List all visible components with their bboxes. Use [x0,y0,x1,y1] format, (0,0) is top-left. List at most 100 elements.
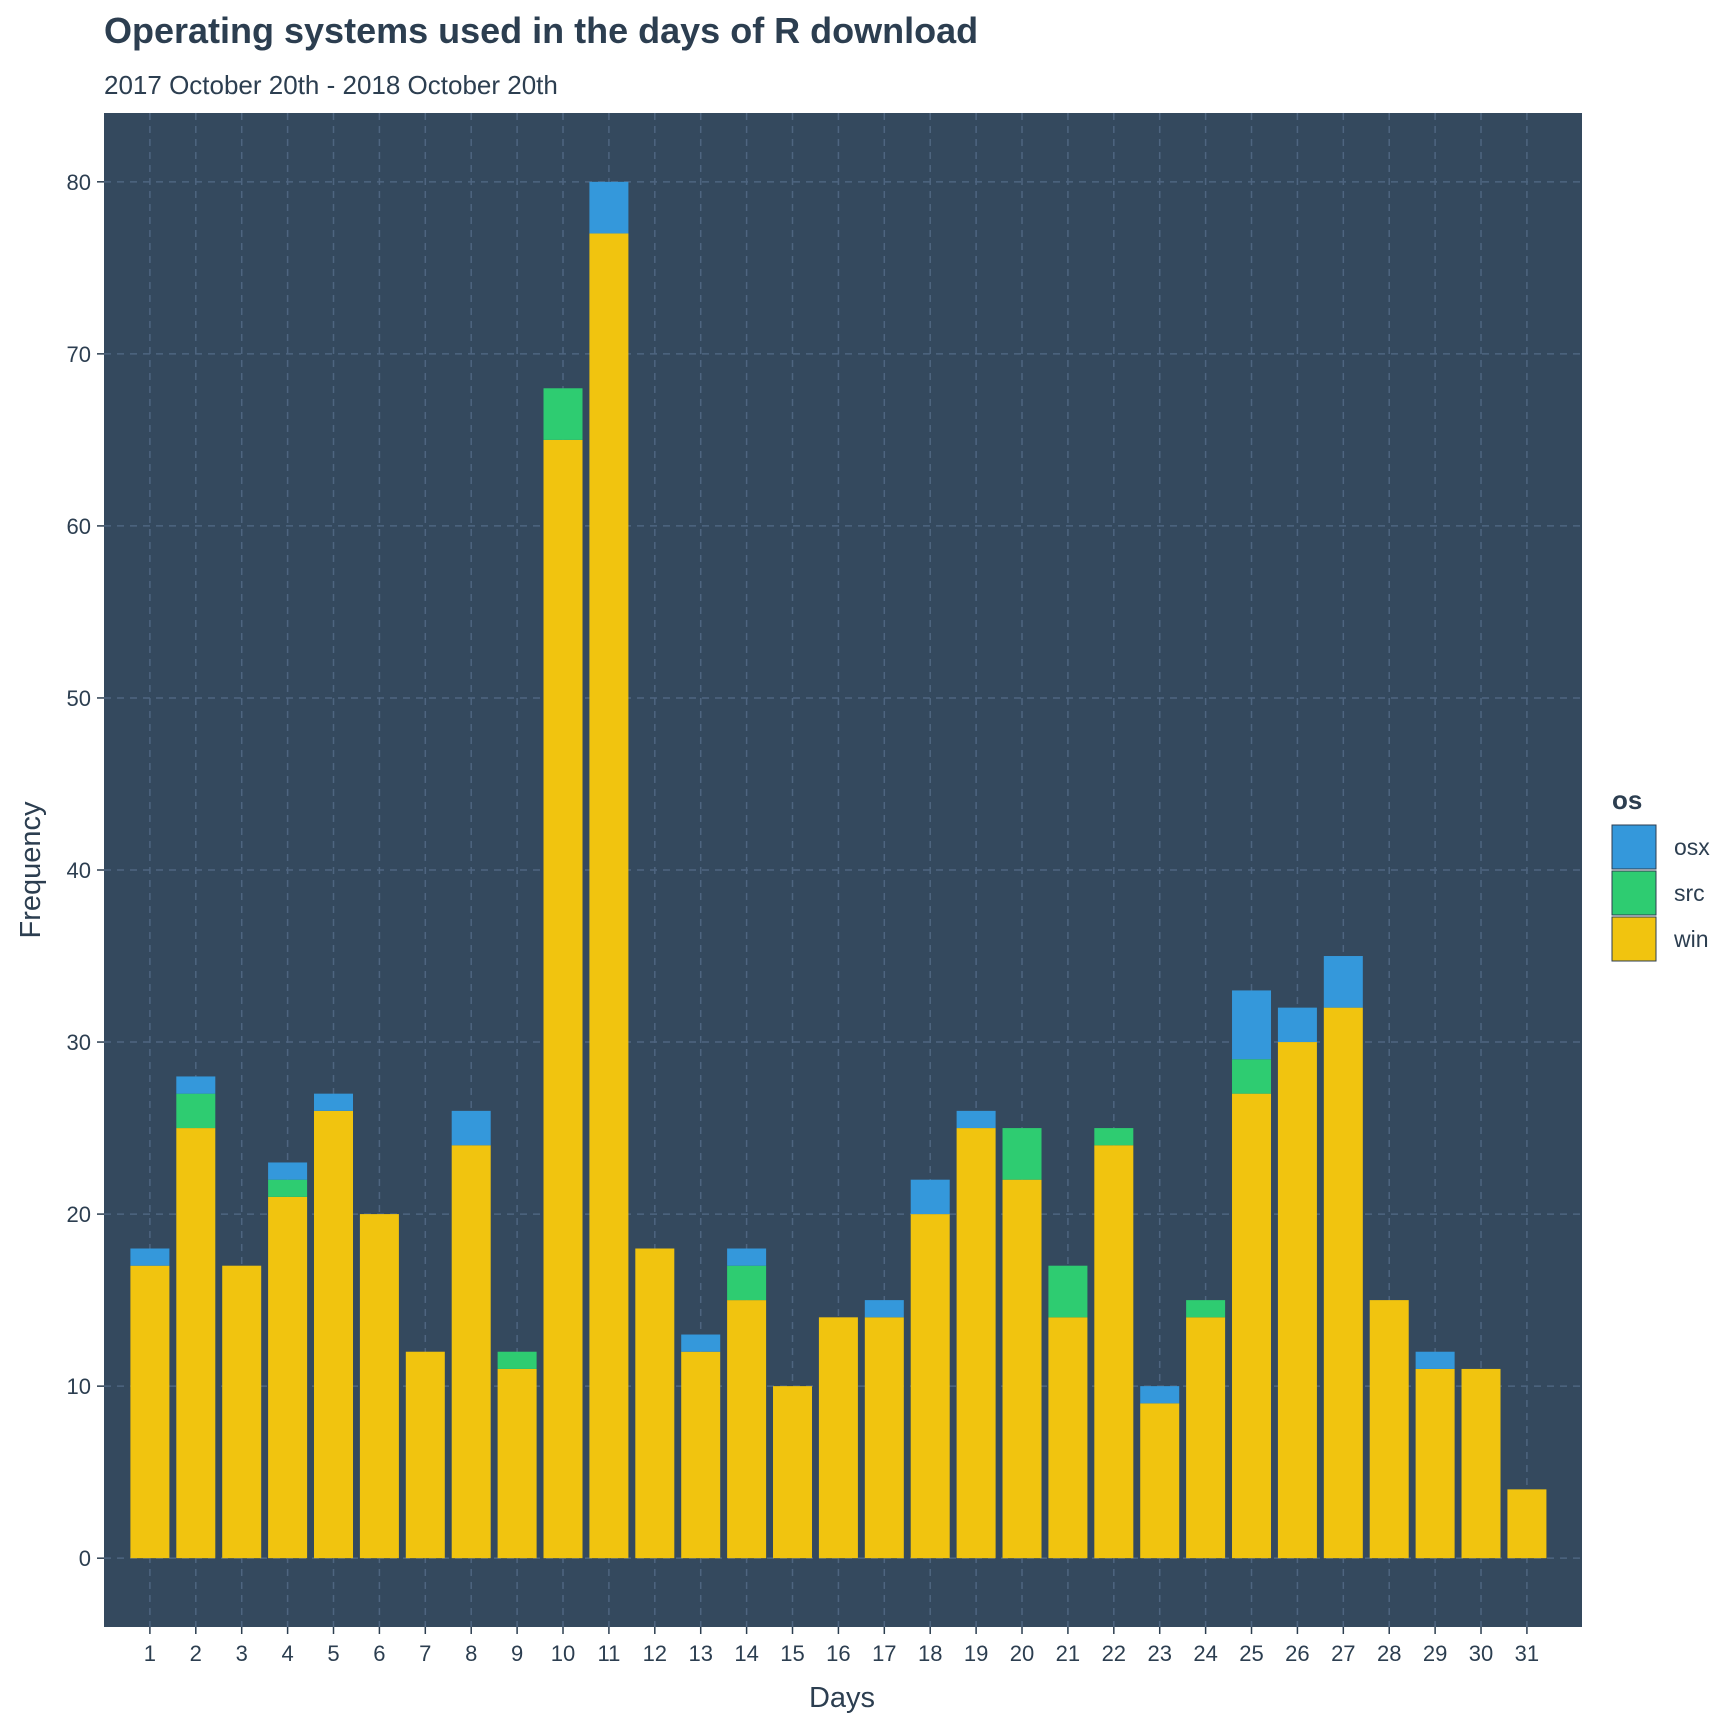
bar-segment-win [1277,1042,1317,1559]
bar-segment-osx [451,1110,491,1146]
x-axis-title: Days [809,1682,875,1714]
bar-segment-win [818,1317,858,1559]
y-axis-title: Frequency [15,801,47,939]
bar-segment-win [497,1368,537,1559]
bar-segment-win [1094,1145,1134,1559]
bar-segment-osx [864,1300,904,1318]
bar-segment-win [176,1128,216,1559]
bar-segment-win [314,1110,354,1559]
x-tick-label: 9 [511,1641,523,1666]
x-tick-label: 7 [419,1641,431,1666]
bar-segment-src [176,1093,216,1129]
bar-segment-osx [1277,1007,1317,1043]
bar-segment-src [543,388,583,440]
bar-segment-osx [314,1093,354,1111]
x-tick-label: 24 [1193,1641,1217,1666]
bar-segment-osx [1232,990,1272,1060]
x-tick-label: 11 [597,1641,620,1666]
y-axis-ticks: 0 10 20 30 40 50 60 70 80 [67,170,104,1571]
x-axis-ticks: 1 2 3 4 5 6 7 8 9 10 11 12 13 14 15 16 17 18 19 20 21 22 23 24 2… [144,1627,1539,1666]
legend-swatch-osx [1611,824,1657,870]
x-tick-label: 17 [872,1641,896,1666]
bar-segment-win [727,1300,767,1559]
chart-subtitle: 2017 October 20th - 2018 October 20th [104,70,558,100]
legend-swatch-win [1611,916,1657,962]
bar-segment-win [1002,1179,1042,1559]
x-tick-label: 12 [643,1641,667,1666]
bar-segment-src [1048,1265,1088,1318]
bar-segment-osx [681,1334,721,1352]
x-tick-label: 8 [465,1641,477,1666]
bar-segment-win [1140,1403,1180,1559]
bar-segment-osx [130,1248,170,1266]
bar-segment-win [1048,1317,1088,1559]
bar-segment-win [956,1128,996,1559]
x-tick-label: 18 [918,1641,942,1666]
x-tick-label: 28 [1377,1641,1401,1666]
y-tick-label: 0 [79,1546,91,1571]
x-tick-label: 14 [734,1641,758,1666]
bar-segment-osx [1140,1386,1180,1404]
x-tick-label: 5 [327,1641,339,1666]
x-tick-label: 22 [1102,1641,1126,1666]
bar-segment-win [405,1351,445,1559]
bar-segment-src [497,1351,537,1369]
legend-label-win: win [1673,926,1709,952]
bar-segment-win [1369,1300,1409,1559]
bar-segment-win [130,1265,170,1559]
x-tick-label: 16 [826,1641,850,1666]
bar-segment-osx [956,1110,996,1129]
x-tick-label: 25 [1239,1641,1263,1666]
bar-segment-win [451,1145,491,1559]
x-tick-label: 20 [1010,1641,1034,1666]
bar-segment-osx [1323,956,1363,1008]
bar-segment-osx [727,1248,767,1266]
y-tick-label: 70 [67,342,91,367]
legend-label-osx: osx [1674,834,1710,860]
chart-title: Operating systems used in the days of R … [104,10,978,51]
bar-segment-win [635,1248,675,1559]
y-tick-label: 80 [67,170,91,195]
bar-segment-osx [910,1179,950,1215]
bar-segment-win [1186,1317,1226,1559]
legend: os osx src win [1611,785,1710,962]
y-tick-label: 50 [67,686,91,711]
bar-segment-osx [176,1076,216,1094]
legend-title: os [1612,785,1642,815]
x-tick-label: 2 [190,1641,202,1666]
bar-segment-win [1507,1489,1547,1559]
x-tick-label: 10 [551,1641,575,1666]
legend-label-src: src [1674,880,1705,906]
bar-segment-src [1232,1059,1272,1094]
bar-segment-osx [268,1162,308,1180]
x-tick-label: 31 [1515,1641,1539,1666]
bar-segment-src [1002,1128,1042,1180]
bars [130,181,1547,1559]
bar-segment-win [589,233,629,1559]
x-tick-label: 23 [1147,1641,1171,1666]
bar-segment-win [268,1196,308,1559]
x-tick-label: 21 [1056,1641,1080,1666]
bar-segment-win [681,1351,721,1559]
bar-segment-win [1232,1093,1272,1559]
bar-segment-win [359,1214,399,1559]
bar-segment-win [910,1214,950,1559]
x-tick-label: 4 [281,1641,293,1666]
bar-segment-src [1094,1128,1134,1146]
bar-segment-src [727,1265,767,1301]
x-tick-label: 30 [1469,1641,1493,1666]
x-tick-label: 1 [144,1641,156,1666]
bar-segment-win [1461,1368,1501,1559]
y-tick-label: 20 [67,1202,91,1227]
x-tick-label: 29 [1423,1641,1447,1666]
x-tick-label: 6 [373,1641,385,1666]
bar-segment-src [268,1179,308,1197]
bar-segment-win [773,1386,813,1559]
legend-swatch-src [1611,870,1657,916]
bar-segment-win [543,439,583,1559]
bar-segment-win [864,1317,904,1559]
x-tick-label: 27 [1331,1641,1355,1666]
bar-segment-win [1415,1368,1455,1559]
x-tick-label: 19 [964,1641,988,1666]
